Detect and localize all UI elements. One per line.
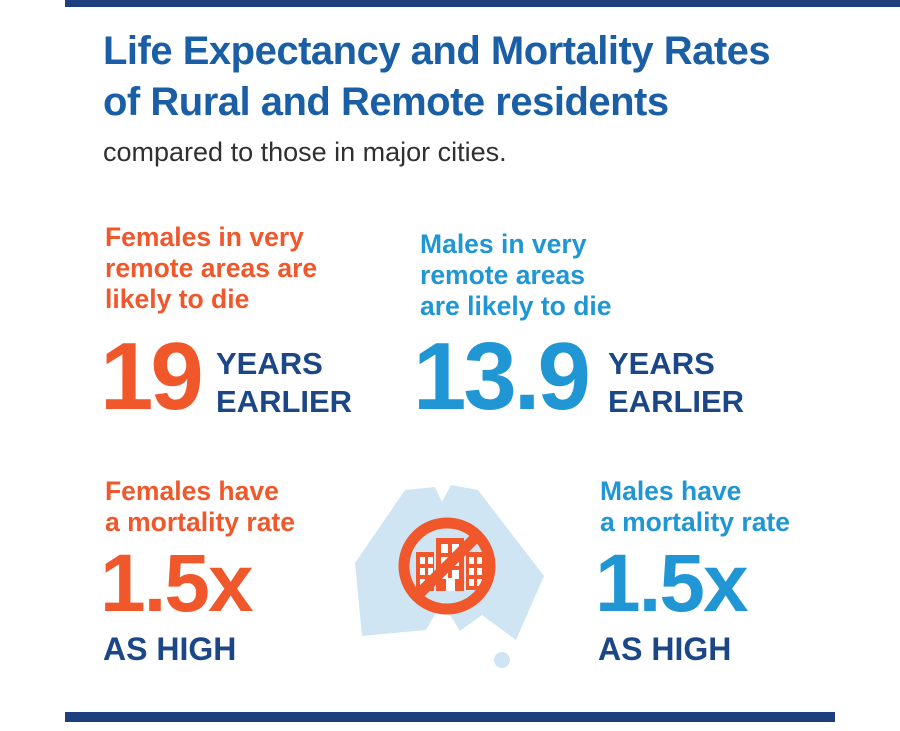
australia-map-icon <box>355 485 544 668</box>
lead-line: Males in very <box>420 229 587 259</box>
page-title-line-1: Life Expectancy and Mortality Rates <box>103 29 771 73</box>
no-major-cities-australia-icon <box>330 468 570 700</box>
female-mortality-lead: Females have a mortality rate <box>105 476 295 538</box>
lead-line: remote areas <box>420 260 585 290</box>
female-years-earlier-unit: YEARS EARLIER <box>216 345 352 421</box>
male-years-earlier-unit: YEARS EARLIER <box>608 345 744 421</box>
male-years-earlier-value: 13.9 <box>413 323 591 430</box>
lead-line: likely to die <box>105 284 250 314</box>
male-mortality-lead: Males have a mortality rate <box>600 476 790 538</box>
female-life-expectancy-lead: Females in very remote areas are likely … <box>105 222 317 315</box>
lead-line: a mortality rate <box>105 507 295 537</box>
page-title-line-2: of Rural and Remote residents <box>103 80 669 124</box>
page-subtitle: compared to those in major cities. <box>103 137 507 167</box>
page-title: Life Expectancy and Mortality Rates of R… <box>103 26 771 128</box>
female-mortality-value: 1.5x <box>100 538 254 629</box>
lead-line: a mortality rate <box>600 507 790 537</box>
top-edge-bar <box>65 0 900 7</box>
lead-line: Females in very <box>105 222 304 252</box>
bottom-edge-bar <box>65 712 835 722</box>
male-life-expectancy-lead: Males in very remote areas are likely to… <box>420 229 611 322</box>
lead-line: are likely to die <box>420 291 612 321</box>
tasmania-dot <box>494 652 510 668</box>
lead-line: remote areas are <box>105 253 318 283</box>
unit-line: YEARS <box>216 346 323 381</box>
prohibition-sign-icon <box>398 517 496 615</box>
lead-line: Females have <box>105 476 279 506</box>
unit-line: EARLIER <box>608 384 745 419</box>
male-mortality-value: 1.5x <box>595 538 749 629</box>
unit-line: YEARS <box>608 346 715 381</box>
male-mortality-qualifier: AS HIGH <box>598 631 732 667</box>
lead-line: Males have <box>600 476 742 506</box>
female-mortality-qualifier: AS HIGH <box>103 631 237 667</box>
female-years-earlier-value: 19 <box>100 323 204 430</box>
unit-line: EARLIER <box>216 384 353 419</box>
